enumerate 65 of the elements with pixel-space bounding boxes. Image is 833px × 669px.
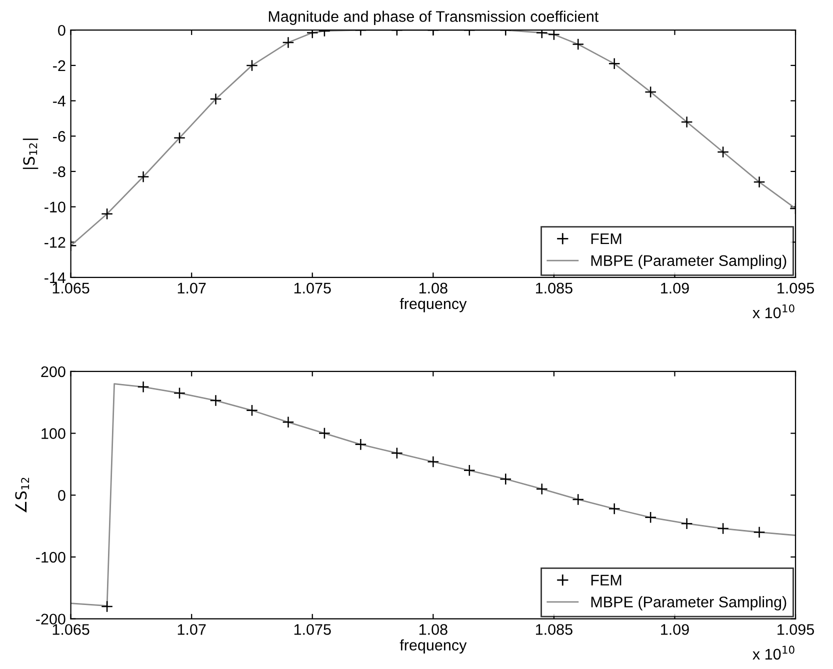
point — [318, 427, 330, 440]
point — [717, 522, 730, 535]
y-tick-label: -12 — [44, 236, 66, 248]
x-tick-label: 1.085 — [536, 624, 572, 635]
point — [210, 93, 222, 106]
y-tick-label: 100 — [42, 428, 66, 439]
point — [174, 387, 186, 400]
y-tick-label: -8 — [53, 166, 66, 178]
y-tick-label: -14 — [44, 272, 66, 283]
y-tick-label: -6 — [53, 130, 66, 142]
point — [174, 132, 186, 144]
x-tick-label: 1.065 — [52, 624, 90, 635]
y-tick-label: 0 — [58, 24, 66, 36]
x-tick-label: 1.09 — [661, 282, 689, 294]
x-tick-label: 1.075 — [294, 282, 331, 294]
point — [246, 404, 258, 416]
point — [282, 416, 294, 428]
point — [500, 473, 512, 486]
legend-label: FEM — [591, 574, 622, 586]
y-axis-title: ∠S$_{12}$ — [15, 478, 30, 513]
point — [608, 502, 620, 515]
legend-label: MBPE (Parameter Sampling) — [591, 596, 786, 610]
text: x 10$^{10}$ — [752, 304, 794, 318]
legend-label: MBPE (Parameter Sampling) — [591, 254, 786, 270]
y-tick-label: -4 — [53, 96, 66, 106]
y-axis-title: |S$_{12}$| — [22, 138, 38, 169]
x-tick-label: 1.065 — [52, 282, 90, 294]
x-tick-label: 1.085 — [536, 282, 572, 294]
y-tick-label: 200 — [41, 366, 66, 378]
x-tick-label: 1.095 — [778, 624, 814, 635]
point — [427, 456, 440, 468]
point — [390, 447, 403, 460]
point — [717, 146, 730, 158]
x-tick-label: 1.08 — [419, 282, 448, 294]
x-tick-label: 1.07 — [178, 624, 206, 635]
point — [644, 511, 657, 524]
point — [210, 394, 222, 407]
y-tick-label: -200 — [36, 614, 66, 625]
point — [536, 482, 548, 495]
point — [101, 600, 114, 612]
x-tick-label: 1.095 — [778, 282, 814, 294]
point — [137, 380, 150, 393]
point — [753, 526, 766, 538]
x-axis-title: frequency — [400, 298, 467, 312]
legend-label: FEM — [591, 234, 622, 244]
point — [572, 493, 584, 506]
point — [101, 208, 114, 220]
x-tick-label: 1.07 — [178, 282, 206, 294]
text: x 10$^{10}$ — [752, 646, 794, 660]
y-tick-label: -2 — [53, 60, 66, 71]
x-axis-title: frequency — [400, 639, 467, 654]
chart-title: Magnitude and phase of Transmission coefficient — [268, 10, 599, 25]
point — [680, 116, 693, 128]
x-tick-label: 1.08 — [419, 624, 448, 635]
x-tick-label: 1.075 — [294, 624, 331, 635]
y-tick-label: 0 — [58, 490, 66, 501]
point — [463, 464, 476, 476]
point — [548, 30, 560, 41]
point — [137, 170, 150, 183]
x-tick-label: 1.09 — [661, 624, 689, 635]
y-tick-label: -100 — [36, 552, 66, 563]
point — [753, 176, 766, 188]
y-tick-label: -10 — [44, 202, 66, 212]
point — [680, 518, 693, 530]
point — [354, 438, 367, 450]
